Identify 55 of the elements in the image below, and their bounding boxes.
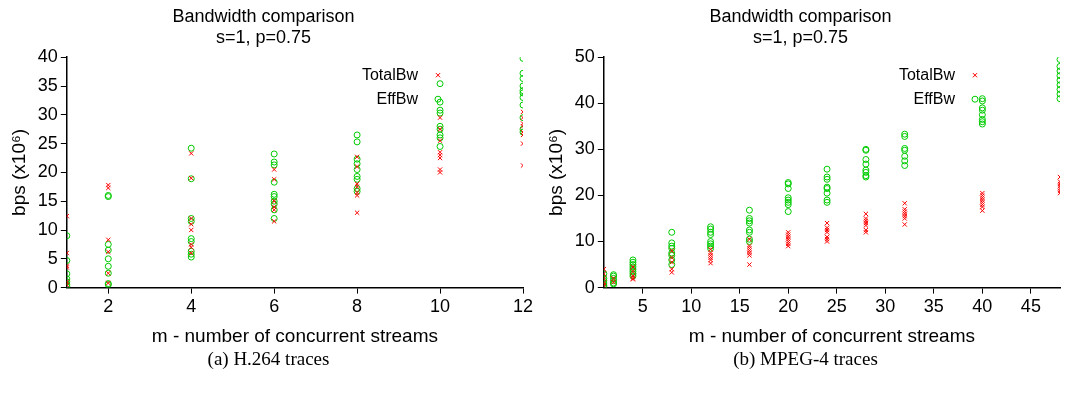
x-tick-label: 25 bbox=[826, 296, 847, 317]
x-tick-label: 12 bbox=[512, 296, 534, 317]
y-tick-label: 10 bbox=[574, 230, 595, 251]
x-tick-label: 20 bbox=[778, 296, 799, 317]
point bbox=[66, 213, 70, 219]
x-tick-label: 10 bbox=[681, 296, 702, 317]
y-tick-label: 50 bbox=[574, 46, 595, 67]
y-tick-label: 40 bbox=[37, 46, 58, 67]
chart-title: Bandwidth comparison bbox=[709, 5, 892, 26]
x-tick-label: 45 bbox=[1020, 296, 1041, 317]
y-tick-label: 10 bbox=[37, 218, 58, 239]
point bbox=[105, 182, 111, 188]
y-tick-label: 30 bbox=[37, 103, 58, 124]
x-axis-title: m - number of concurrent streams bbox=[688, 324, 975, 346]
x-tick-label: 30 bbox=[875, 296, 896, 317]
x-tick-label: 35 bbox=[923, 296, 944, 317]
y-axis-title: bps (x10⁶) bbox=[544, 128, 566, 216]
y-tick-label: 5 bbox=[47, 247, 58, 268]
point bbox=[271, 166, 277, 173]
chart-subtitle: s=1, p=0.75 bbox=[215, 27, 312, 48]
point bbox=[437, 138, 443, 144]
point bbox=[271, 176, 277, 182]
x-tick-label: 2 bbox=[103, 296, 114, 317]
legend-label: TotalBw bbox=[361, 65, 419, 83]
y-tick-label: 0 bbox=[584, 276, 595, 297]
point bbox=[105, 237, 111, 243]
x-tick-label: 5 bbox=[637, 296, 648, 317]
y-axis-title: bps (x10⁶) bbox=[7, 128, 29, 216]
x-tick-label: 40 bbox=[972, 296, 993, 317]
y-tick-label: 0 bbox=[47, 276, 58, 297]
y-tick-label: 35 bbox=[37, 74, 58, 95]
point bbox=[437, 115, 443, 121]
point bbox=[354, 210, 360, 216]
y-tick-label: 40 bbox=[574, 92, 595, 113]
y-tick-label: 25 bbox=[37, 132, 58, 153]
y-tick-label: 20 bbox=[574, 184, 595, 205]
y-tick-label: 20 bbox=[37, 161, 58, 182]
x-tick-label: 4 bbox=[186, 296, 197, 317]
point bbox=[105, 185, 111, 191]
x-tick-label: 8 bbox=[352, 296, 363, 317]
text: (a) H.264 traces bbox=[206, 348, 331, 370]
point bbox=[66, 250, 70, 256]
y-tick-label: 15 bbox=[37, 190, 58, 211]
legend-label: TotalBw bbox=[898, 65, 956, 83]
chart-subtitle: s=1, p=0.75 bbox=[752, 27, 849, 48]
x-axis-title: m - number of concurrent streams bbox=[151, 324, 438, 346]
text: (b) MPEG-4 traces bbox=[732, 348, 879, 370]
chart-title: Bandwidth comparison bbox=[172, 5, 355, 26]
x-tick-label: 6 bbox=[269, 296, 280, 317]
legend-label: EffBw bbox=[913, 89, 956, 107]
x-tick-label: 10 bbox=[430, 296, 451, 317]
x-tick-label: 15 bbox=[729, 296, 750, 317]
point bbox=[188, 150, 194, 157]
y-tick-label: 30 bbox=[574, 138, 595, 159]
legend-label: EffBw bbox=[376, 89, 419, 107]
